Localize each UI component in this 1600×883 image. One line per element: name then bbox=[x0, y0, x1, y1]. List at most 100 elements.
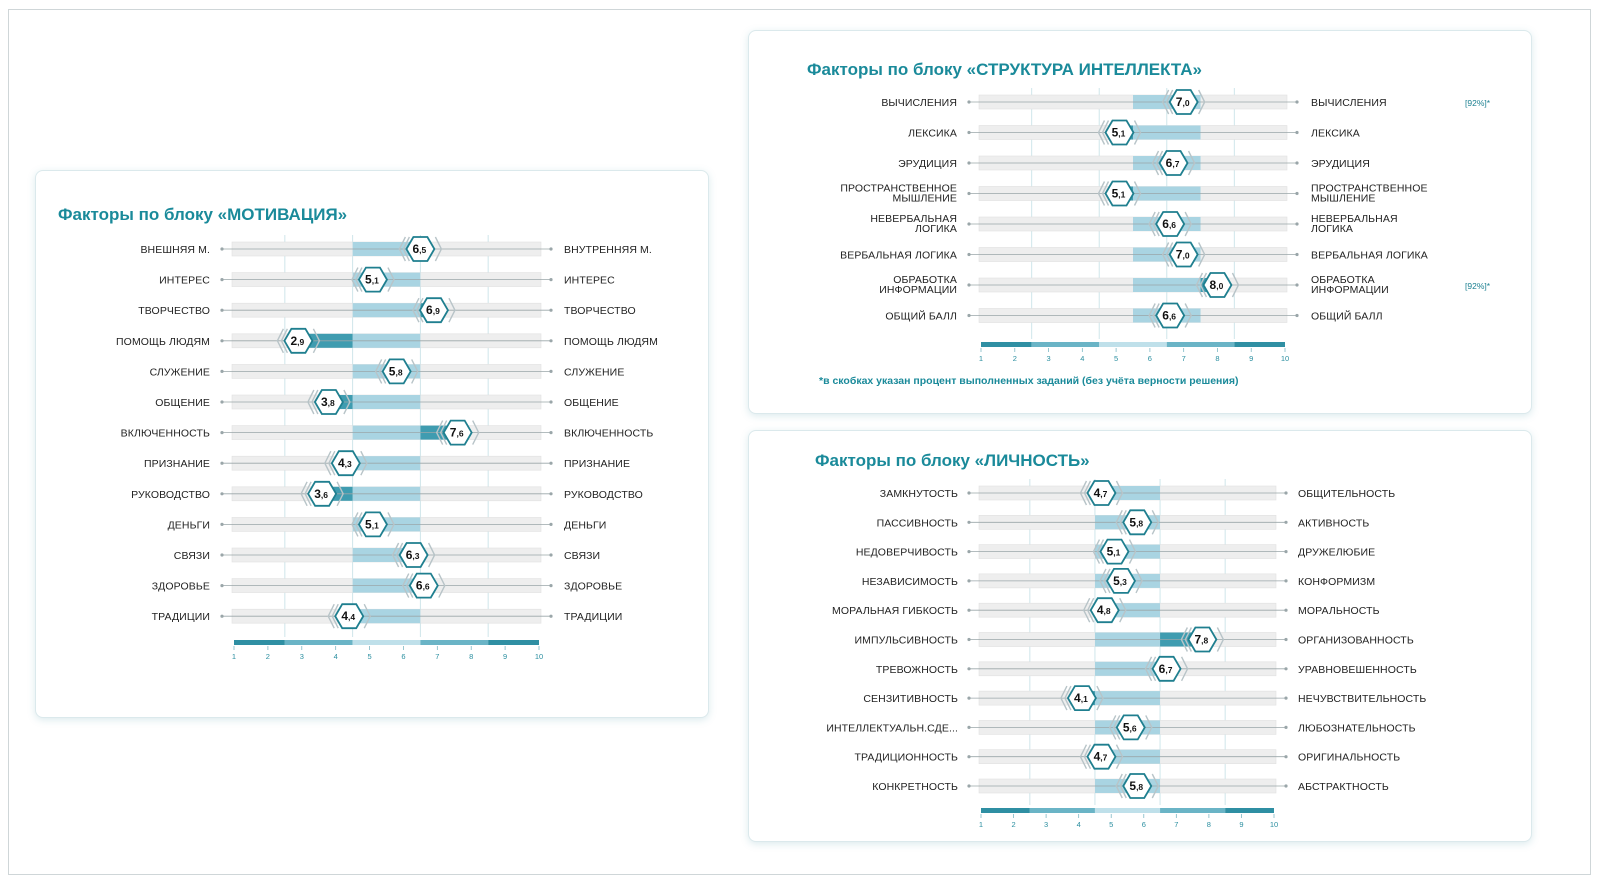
marker-chevron bbox=[438, 573, 446, 598]
marker-chevron bbox=[427, 542, 436, 568]
score-value: 5,3 bbox=[1113, 574, 1127, 588]
score-marker bbox=[1104, 180, 1135, 207]
scale-tick-label: 7 bbox=[1174, 820, 1178, 829]
factor-row: 6,6 ОБЩИЙ БАЛЛ ОБЩИЙ БАЛЛ bbox=[885, 302, 1382, 329]
scale-segment bbox=[234, 640, 285, 645]
scale-segment bbox=[1160, 808, 1226, 813]
marker-chevron bbox=[1096, 685, 1104, 711]
left-label-line: ИНТЕРЕС bbox=[159, 275, 210, 287]
scale-segment bbox=[1029, 808, 1095, 813]
scale-segment bbox=[981, 342, 1032, 347]
scale-segment bbox=[1225, 808, 1274, 813]
score-marker bbox=[357, 266, 388, 293]
score-dec: ,0 bbox=[1182, 98, 1189, 108]
score-int: 5 bbox=[1129, 779, 1136, 793]
marker-chevron bbox=[1103, 568, 1111, 594]
factor-row: 5,1 ДЕНЬГИ ДЕНЬГИ bbox=[168, 511, 606, 538]
score-int: 6 bbox=[1162, 309, 1169, 323]
left-label: ДЕНЬГИ bbox=[168, 519, 210, 531]
scale-tick-label: 6 bbox=[1148, 354, 1152, 363]
right-label: ОРИГИНАЛЬНОСТЬ bbox=[1298, 752, 1400, 764]
row-axis-end bbox=[549, 431, 553, 435]
score-marker bbox=[1155, 211, 1186, 237]
score-value: 5,1 bbox=[1112, 187, 1126, 201]
row-axis-end bbox=[220, 614, 224, 618]
score-marker bbox=[408, 572, 439, 599]
score-value: 3,6 bbox=[314, 487, 328, 501]
left-label-line: ОБЩИЙ БАЛЛ bbox=[885, 310, 957, 323]
scale-tick-label: 3 bbox=[1046, 354, 1050, 363]
marker-chevron bbox=[1119, 597, 1127, 623]
row-axis-end bbox=[967, 222, 971, 226]
score-value: 4,1 bbox=[1074, 691, 1088, 705]
row-axis-end bbox=[220, 461, 224, 465]
left-label-line: ЛОГИКА bbox=[915, 223, 957, 235]
marker-chevron bbox=[398, 236, 407, 262]
row-axis-end bbox=[220, 369, 224, 373]
score-marker bbox=[1104, 119, 1135, 146]
factor-row: 5,1 ИНТЕРЕС ИНТЕРЕС bbox=[159, 266, 615, 293]
right-label: ЛЕКСИКА bbox=[1311, 128, 1360, 140]
score-dec: ,1 bbox=[372, 520, 379, 530]
marker-chevron bbox=[280, 328, 289, 354]
row-axis-end bbox=[967, 520, 971, 524]
right-label: ЗДОРОВЬЕ bbox=[564, 581, 622, 593]
right-label-line: ВКЛЮЧЕННОСТЬ bbox=[564, 428, 653, 440]
marker-chevron bbox=[1096, 539, 1105, 564]
score-dec: ,6 bbox=[456, 429, 463, 439]
marker-chevron bbox=[1216, 627, 1225, 652]
marker-chevron bbox=[1184, 627, 1193, 652]
score-dec: ,7 bbox=[1172, 159, 1179, 169]
score-marker bbox=[1105, 568, 1137, 594]
left-label-line: СЛУЖЕНИЕ bbox=[150, 366, 210, 378]
score-value: 4,7 bbox=[1094, 750, 1108, 764]
marker-chevron bbox=[1097, 181, 1106, 206]
factor-row: 5,8 КОНКРЕТНОСТЬ АБСТРАКТНОСТЬ bbox=[872, 773, 1389, 799]
marker-chevron bbox=[355, 512, 363, 537]
marker-chevron bbox=[1064, 685, 1072, 711]
scale-tick-label: 3 bbox=[300, 652, 304, 661]
score-value: 6,9 bbox=[426, 303, 440, 317]
right-label: ОБЩИТЕЛЬНОСТЬ bbox=[1298, 488, 1395, 500]
left-label: ВНЕШНЯЯ М. bbox=[140, 244, 210, 256]
marker-chevron bbox=[1101, 120, 1110, 145]
right-label: ОРГАНИЗОВАННОСТЬ bbox=[1298, 635, 1414, 647]
right-label: ВКЛЮЧЕННОСТЬ bbox=[564, 428, 653, 440]
score-marker bbox=[1187, 626, 1218, 653]
row-axis-end bbox=[967, 579, 971, 583]
marker-chevron bbox=[1187, 150, 1196, 176]
scale-tick-label: 1 bbox=[232, 652, 236, 661]
row-axis-end bbox=[1295, 130, 1299, 135]
row-axis-end bbox=[1284, 608, 1288, 612]
factor-row: 5,8 СЛУЖЕНИЕ СЛУЖЕНИЕ bbox=[150, 358, 624, 385]
row-axis-end bbox=[220, 553, 224, 557]
right-label: РУКОВОДСТВО bbox=[564, 489, 643, 501]
marker-chevron bbox=[387, 267, 395, 292]
score-marker bbox=[398, 542, 429, 568]
score-marker bbox=[334, 603, 365, 630]
marker-chevron bbox=[1082, 597, 1091, 623]
scale-segment bbox=[1234, 342, 1285, 347]
marker-chevron bbox=[327, 603, 335, 629]
right-label-line: ИНТЕРЕС bbox=[564, 275, 615, 287]
factor-row: 5,3 НЕЗАВИСИМОСТЬ КОНФОРМИЗМ bbox=[862, 568, 1375, 594]
score-marker bbox=[357, 511, 388, 538]
row-axis-end bbox=[1284, 579, 1288, 583]
factor-row: 6,5 ВНЕШНЯЯ М. ВНУТРЕННЯЯ М. bbox=[140, 236, 652, 262]
right-label: ПРИЗНАНИЕ bbox=[564, 458, 630, 470]
score-int: 5 bbox=[1112, 126, 1119, 140]
marker-chevron bbox=[1115, 480, 1124, 506]
score-int: 4 bbox=[1094, 750, 1101, 764]
factor-row: 7,0 ВЕРБАЛЬНАЯ ЛОГИКА ВЕРБАЛЬНАЯ ЛОГИКА bbox=[840, 241, 1428, 268]
left-label-line: НЕДОВЕРЧИВОСТЬ bbox=[856, 547, 958, 559]
score-dec: ,1 bbox=[1081, 694, 1088, 704]
right-label: ДЕНЬГИ bbox=[564, 519, 606, 531]
right-label: ВНУТРЕННЯЯ М. bbox=[564, 244, 652, 256]
row-axis-end bbox=[1284, 725, 1288, 729]
scale-tick-label: 1 bbox=[979, 354, 983, 363]
marker-chevron bbox=[1101, 181, 1110, 206]
score-marker bbox=[1089, 597, 1120, 624]
right-label: ЭРУДИЦИЯ bbox=[1311, 158, 1370, 170]
scale-segment bbox=[981, 808, 1030, 813]
